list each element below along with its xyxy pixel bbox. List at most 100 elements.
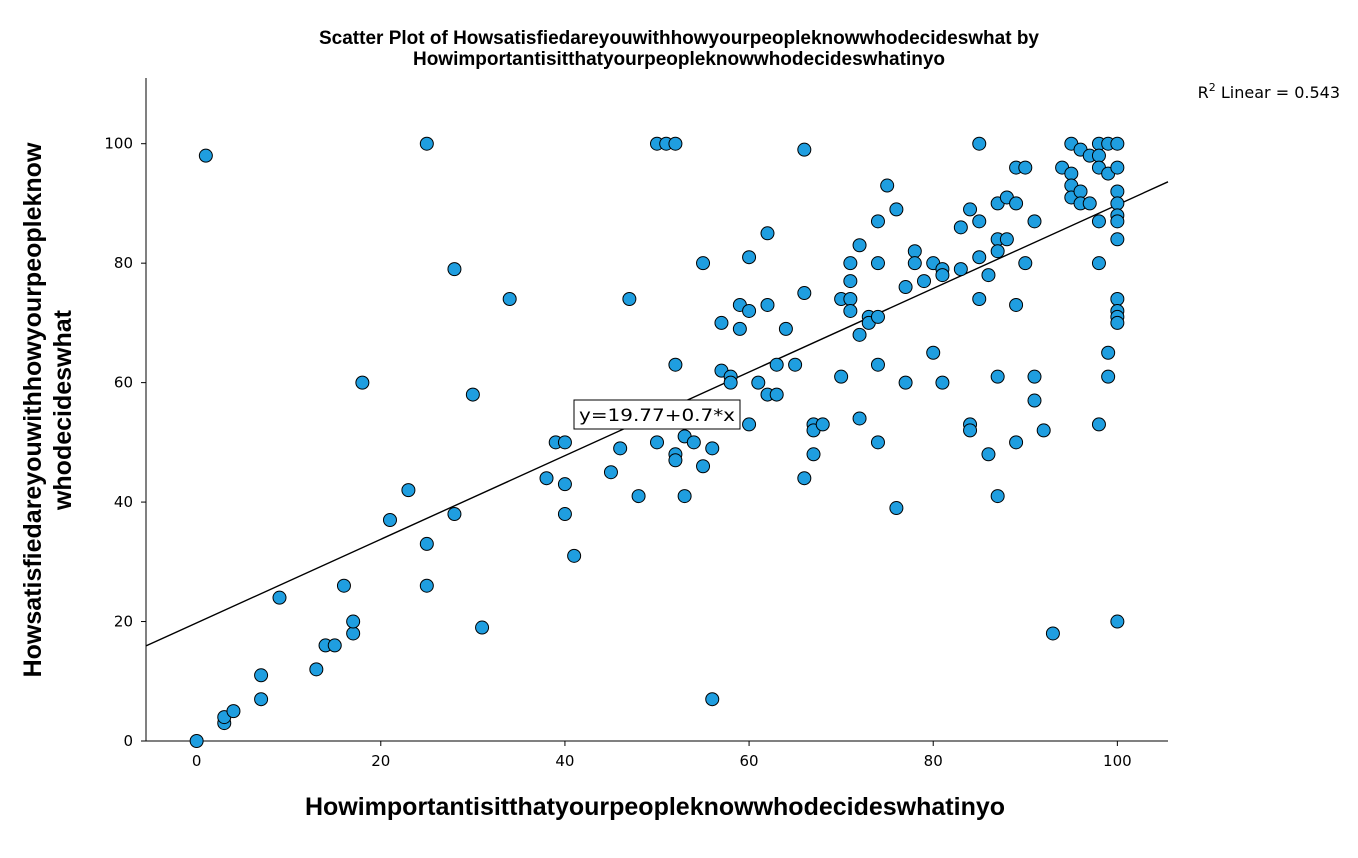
data-point: [686, 435, 701, 450]
x-tick-label: 80: [924, 752, 943, 770]
data-point: [870, 357, 885, 372]
x-axis-label: Howimportantisitthatyourpeopleknowwhodec…: [304, 793, 1006, 821]
x-tick-label: 0: [192, 752, 202, 770]
data-point: [668, 453, 683, 468]
data-point: [502, 292, 517, 306]
data-point: [797, 142, 812, 157]
data-point: [972, 136, 987, 151]
r-squared-value: Linear = 0.543: [1220, 83, 1340, 102]
data-point: [1036, 423, 1051, 438]
r-squared-symbol: R: [1197, 83, 1209, 102]
data-point: [309, 662, 324, 677]
data-point: [668, 136, 683, 151]
data-point: [981, 268, 996, 283]
data-point: [898, 375, 913, 390]
data-point: [852, 238, 867, 253]
data-point: [1018, 160, 1033, 175]
data-point: [732, 321, 747, 336]
data-point: [760, 297, 775, 312]
data-point: [935, 268, 950, 283]
x-tick-label: 40: [555, 752, 574, 770]
data-point: [419, 136, 434, 151]
data-point: [1009, 435, 1024, 450]
x-tick-label: 60: [740, 752, 759, 770]
data-point: [677, 489, 692, 504]
data-point: [622, 292, 637, 306]
data-point: [778, 321, 793, 336]
y-tick-label: 20: [114, 613, 133, 631]
data-point: [254, 668, 269, 683]
data-point: [557, 435, 572, 450]
data-point: [788, 357, 803, 372]
r-squared-label: R2 Linear = 0.543: [1198, 81, 1340, 102]
data-point: [557, 477, 572, 492]
data-point: [1073, 184, 1088, 199]
data-point: [1110, 136, 1125, 151]
data-point: [990, 244, 1005, 259]
data-point: [1110, 214, 1125, 229]
data-point: [419, 536, 434, 551]
data-point: [723, 375, 738, 390]
data-point: [613, 441, 628, 456]
data-point: [567, 548, 582, 563]
data-point: [907, 256, 922, 271]
y-tick-label: 80: [114, 254, 133, 272]
data-point: [769, 387, 784, 402]
data-point: [1110, 232, 1125, 247]
data-point: [815, 417, 830, 432]
data-point: [254, 692, 269, 707]
data-point: [705, 692, 720, 707]
data-point: [419, 578, 434, 593]
data-point: [926, 345, 941, 360]
data-point: [1091, 148, 1106, 163]
data-point: [870, 309, 885, 324]
data-point: [870, 214, 885, 229]
data-point: [1110, 196, 1125, 211]
data-point: [769, 357, 784, 372]
data-point: [1027, 214, 1042, 229]
data-point: [797, 286, 812, 301]
data-point: [898, 280, 913, 295]
data-point: [1009, 196, 1024, 211]
data-point: [870, 435, 885, 450]
data-point: [650, 435, 664, 450]
data-point: [797, 471, 812, 486]
data-point: [1110, 614, 1125, 629]
data-point: [603, 465, 618, 480]
data-point: [806, 447, 821, 462]
data-points: [189, 136, 1125, 748]
fit-equation-label: y=19.77+0.7*x: [579, 406, 735, 426]
data-point: [972, 292, 987, 306]
r-squared-exponent: 2: [1208, 81, 1216, 94]
data-point: [714, 315, 729, 330]
data-point: [1091, 417, 1106, 432]
data-point: [751, 375, 766, 390]
y-tick-label: 0: [123, 732, 133, 750]
data-point: [843, 303, 858, 318]
data-point: [1110, 160, 1125, 175]
data-point: [226, 704, 241, 719]
x-tick-label: 20: [371, 752, 390, 770]
data-point: [1045, 626, 1060, 641]
y-tick-label: 40: [114, 493, 133, 511]
data-point: [834, 369, 849, 384]
y-axis-label: Howsatisfiedareyouwithhowyourpeopleknow …: [18, 70, 78, 750]
fit-equation-frame: [573, 399, 741, 430]
data-point: [1027, 393, 1042, 408]
data-point: [355, 375, 370, 390]
data-point: [742, 250, 757, 265]
data-point: [557, 507, 572, 522]
data-point: [1027, 369, 1042, 384]
data-point: [1018, 256, 1033, 271]
data-point: [382, 513, 397, 527]
data-point: [870, 256, 885, 271]
data-point: [1101, 345, 1116, 360]
y-axis-label-line-2: whodecideswhat: [49, 309, 77, 511]
data-point: [1009, 297, 1024, 312]
data-point: [963, 423, 978, 438]
y-axis-label-line-1: Howsatisfiedareyouwithhowyourpeopleknow: [19, 142, 47, 678]
data-point: [1101, 369, 1116, 384]
data-point: [990, 369, 1005, 384]
data-point: [346, 626, 361, 641]
